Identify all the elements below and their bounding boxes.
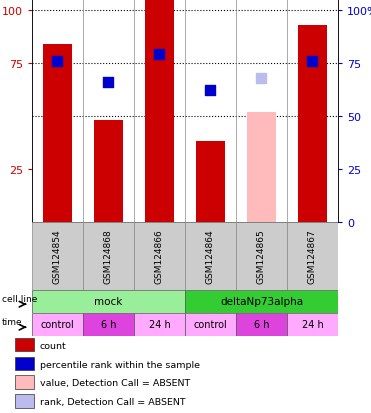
Bar: [197, 142, 224, 222]
Text: GSM124866: GSM124866: [155, 229, 164, 284]
Text: deltaNp73alpha: deltaNp73alpha: [220, 297, 303, 307]
Bar: [14, 338, 35, 351]
Text: mock: mock: [94, 297, 123, 307]
Bar: [95, 121, 122, 222]
Bar: [185, 222, 236, 290]
Bar: [32, 313, 83, 336]
Bar: [134, 313, 185, 336]
Point: [157, 52, 162, 59]
Text: control: control: [41, 320, 74, 330]
Bar: [236, 222, 287, 290]
Bar: [287, 313, 338, 336]
Text: GSM124854: GSM124854: [53, 229, 62, 284]
Bar: [32, 222, 83, 290]
Text: GSM124865: GSM124865: [257, 229, 266, 284]
Text: percentile rank within the sample: percentile rank within the sample: [40, 360, 200, 369]
Bar: [134, 222, 185, 290]
Text: 24 h: 24 h: [302, 320, 324, 330]
Text: GSM124867: GSM124867: [308, 229, 317, 284]
Text: rank, Detection Call = ABSENT: rank, Detection Call = ABSENT: [40, 397, 186, 406]
Bar: [299, 26, 326, 222]
Bar: [185, 290, 338, 313]
Bar: [32, 290, 185, 313]
Text: 24 h: 24 h: [149, 320, 170, 330]
Point: [55, 58, 60, 65]
Bar: [14, 357, 35, 370]
Text: GSM124864: GSM124864: [206, 229, 215, 284]
Text: control: control: [194, 320, 227, 330]
Text: time: time: [1, 318, 22, 326]
Point: [309, 58, 315, 65]
Point: [207, 88, 213, 95]
Text: cell line: cell line: [1, 294, 37, 304]
Text: 6 h: 6 h: [254, 320, 269, 330]
Bar: [145, 0, 174, 222]
Point: [259, 75, 265, 82]
Bar: [287, 222, 338, 290]
Point: [105, 80, 111, 86]
Text: GSM124868: GSM124868: [104, 229, 113, 284]
Bar: [14, 375, 35, 389]
Bar: [43, 45, 72, 222]
Bar: [185, 313, 236, 336]
Text: value, Detection Call = ABSENT: value, Detection Call = ABSENT: [40, 378, 190, 387]
Bar: [236, 313, 287, 336]
Bar: [83, 222, 134, 290]
Text: 6 h: 6 h: [101, 320, 116, 330]
Bar: [14, 394, 35, 408]
Text: count: count: [40, 341, 66, 350]
Bar: [83, 313, 134, 336]
Bar: [247, 112, 276, 222]
